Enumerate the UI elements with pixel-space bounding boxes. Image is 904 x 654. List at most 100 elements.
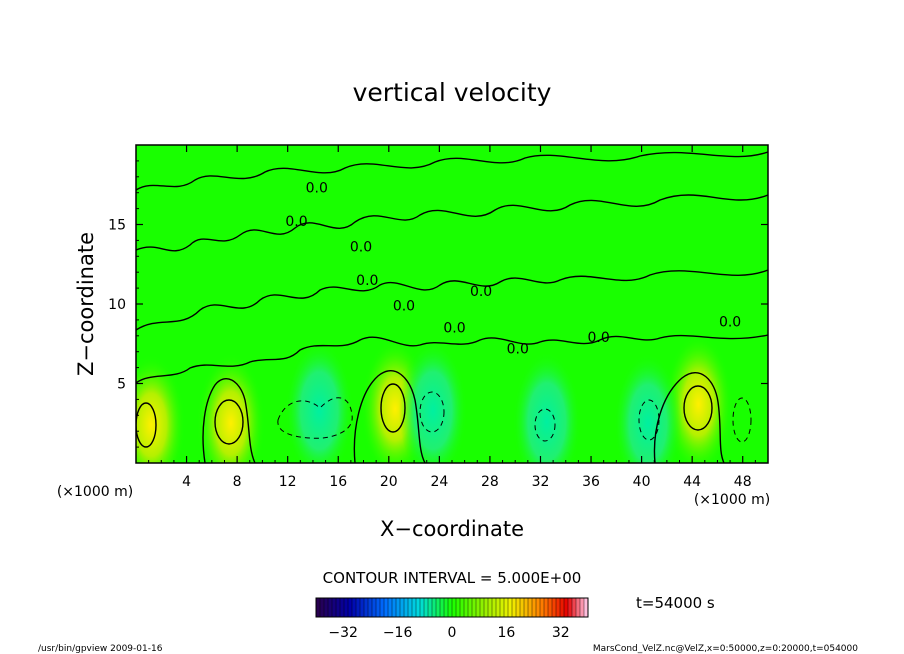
colorbar-cell — [388, 598, 393, 617]
colorbar-cell — [520, 598, 525, 617]
colorbar-cell — [392, 598, 397, 617]
colorbar-cell — [332, 598, 337, 617]
colorbar-cell — [336, 598, 341, 617]
y-tick-label: 15 — [108, 218, 126, 234]
colorbar-cell — [368, 598, 373, 617]
x-tick-label: 36 — [582, 474, 600, 490]
colorbar-cell — [444, 598, 449, 617]
colorbar-cell — [468, 598, 473, 617]
colorbar-cell — [316, 598, 321, 617]
colorbar-cell — [432, 598, 437, 617]
colorbar-cell — [372, 598, 377, 617]
colorbar-cell — [504, 598, 509, 617]
colorbar-tick-label: 16 — [497, 625, 515, 641]
field-feature-positive — [196, 353, 265, 463]
x-tick-label: 16 — [329, 474, 347, 490]
colorbar-cell — [400, 598, 405, 617]
colorbar-cell — [412, 598, 417, 617]
colorbar-tick-label: 32 — [552, 625, 570, 641]
contour-label: 0.0 — [507, 341, 529, 357]
colorbar-cell — [356, 598, 361, 617]
contour-label: 0.0 — [350, 240, 372, 256]
x-tick-label: 44 — [683, 474, 701, 490]
x-tick-label: 12 — [279, 474, 297, 490]
colorbar-cell — [572, 598, 577, 617]
colorbar-cell — [500, 598, 505, 617]
colorbar-cell — [536, 598, 541, 617]
contour-interval: CONTOUR INTERVAL = 5.000E+00 — [323, 569, 582, 587]
contour-label: 0.0 — [443, 321, 465, 337]
x-tick-label: 4 — [182, 474, 191, 490]
colorbar-cell — [408, 598, 413, 617]
colorbar-cell — [452, 598, 457, 617]
colorbar-cell — [524, 598, 529, 617]
colorbar-cell — [424, 598, 429, 617]
x-tick-label: 20 — [380, 474, 398, 490]
x-tick-label: 48 — [734, 474, 752, 490]
colorbar-cell — [580, 598, 585, 617]
colorbar-cell — [484, 598, 489, 617]
colorbar-cell — [532, 598, 537, 617]
colorbar-cell — [528, 598, 533, 617]
colorbar-cell — [340, 598, 345, 617]
colorbar-cell — [516, 598, 521, 617]
field-features — [136, 334, 733, 463]
contour-label: 0.0 — [306, 181, 328, 197]
contour-label: 0.0 — [587, 330, 609, 346]
colorbar-cell — [508, 598, 513, 617]
x-tick-label: 8 — [233, 474, 242, 490]
colorbar-tick-label: −32 — [328, 625, 358, 641]
colorbar-cell — [364, 598, 369, 617]
colorbar-cell — [556, 598, 561, 617]
contour-label: 0.0 — [356, 273, 378, 289]
field-feature-negative — [285, 340, 354, 463]
colorbar-cell — [496, 598, 501, 617]
colorbar-cell — [348, 598, 353, 617]
colorbar-cell — [460, 598, 465, 617]
colorbar-cell — [576, 598, 581, 617]
contour-lines — [136, 151, 768, 463]
x-unit-left: (×1000 m) — [57, 484, 133, 500]
colorbar-cell — [464, 598, 469, 617]
colorbar-cell — [396, 598, 401, 617]
colorbar-frame — [315, 597, 589, 618]
colorbar-cell — [328, 598, 333, 617]
field-feature-negative — [512, 351, 581, 463]
x-tick-label: 24 — [430, 474, 448, 490]
colorbar-cell — [376, 598, 381, 617]
x-axis-label: X−coordinate — [380, 517, 524, 541]
footer-right: MarsCond_VelZ.nc@VelZ,x=0:50000,z=0:2000… — [593, 644, 858, 654]
plot-area — [136, 145, 768, 463]
colorbar-cell — [512, 598, 517, 617]
colorbar-cell — [428, 598, 433, 617]
x-tick-label: 28 — [481, 474, 499, 490]
colorbar-cell — [552, 598, 557, 617]
colorbar-cell — [548, 598, 553, 617]
colorbar-cell — [456, 598, 461, 617]
colorbar-cell — [492, 598, 497, 617]
contour-labels: 0.0 0.0 0.0 0.0 0.0 0.0 0.0 0.0 0.0 0.0 — [285, 181, 741, 358]
x-tick-label: 40 — [633, 474, 651, 490]
colorbar-cell — [384, 598, 389, 617]
contour-label: 0.0 — [285, 214, 307, 230]
colorbar-cell — [324, 598, 329, 617]
contour-lines-negative — [277, 391, 752, 443]
y-axis-ticks: 5 10 15 — [108, 160, 768, 448]
colorbar-cell — [480, 598, 485, 617]
colorbar-cell — [380, 598, 385, 617]
colorbar-cell — [448, 598, 453, 617]
colorbar-cell — [420, 598, 425, 617]
contour-label: 0.0 — [393, 298, 415, 314]
colorbar-cell — [476, 598, 481, 617]
colorbar-cell — [540, 598, 545, 617]
colorbar-cell — [320, 598, 325, 617]
contour-label: 0.0 — [470, 284, 492, 300]
colorbar-cell — [360, 598, 365, 617]
colorbar-cell — [404, 598, 409, 617]
footer-left: /usr/bin/gpview 2009-01-16 — [38, 644, 163, 654]
colorbar-cell — [436, 598, 441, 617]
field-feature-negative — [399, 340, 468, 463]
chart-title: vertical velocity — [353, 78, 552, 107]
colorbar-cell — [488, 598, 493, 617]
colorbar-cell — [344, 598, 349, 617]
